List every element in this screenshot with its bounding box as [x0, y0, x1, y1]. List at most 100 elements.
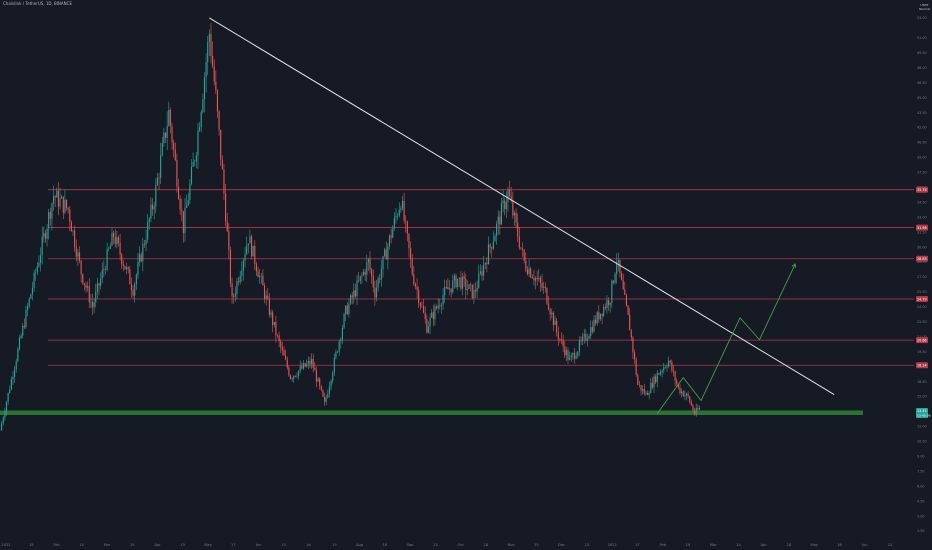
level-tag[interactable]: [916, 337, 928, 344]
level-tag[interactable]: [916, 255, 928, 262]
candle-body: [439, 305, 441, 307]
level-tag-label: 35.76: [917, 188, 927, 192]
candle-body: [672, 370, 675, 372]
level-tag[interactable]: [916, 362, 928, 369]
candle-body: [468, 284, 470, 289]
candle-body: [455, 275, 457, 288]
currency-code: USDT: [920, 3, 929, 7]
candle-body: [629, 314, 631, 331]
candle-body: [697, 408, 699, 410]
candle-body: [192, 162, 194, 167]
candle-body: [260, 275, 262, 277]
trendline-group[interactable]: [209, 17, 835, 395]
candle-body: [41, 236, 43, 256]
candle-body: [437, 305, 439, 309]
candle-body: [30, 294, 32, 299]
support-zone[interactable]: [0, 410, 863, 415]
candle-body: [197, 130, 199, 156]
candle-body: [95, 291, 97, 303]
candle-body: [614, 273, 616, 283]
x-tick-label: 19: [332, 543, 337, 547]
candle-body: [132, 289, 134, 296]
candle-body: [176, 160, 178, 187]
candle-body: [273, 321, 275, 325]
candle-body: [327, 393, 329, 398]
candle-body: [440, 304, 442, 307]
candle-body: [543, 286, 545, 288]
level-tag[interactable]: [916, 295, 928, 302]
candle-body: [606, 300, 608, 309]
candle-body: [642, 388, 644, 391]
x-tick-label: 15: [534, 543, 539, 547]
candle-body: [173, 142, 175, 150]
candle-body: [551, 312, 553, 315]
candle-body: [44, 233, 47, 239]
time-axis[interactable]: 2021 15 Feb 15 Mar 15 Apr 15 May 17 Jun 15 Jul 19 Aug 1…: [1, 543, 892, 547]
candle-body: [604, 306, 606, 309]
projection-group[interactable]: [656, 263, 796, 414]
candle-body: [457, 278, 459, 288]
candle-body: [372, 275, 374, 288]
candle-body: [445, 286, 447, 288]
candle-body: [450, 288, 452, 293]
candle-body: [637, 374, 639, 385]
candle-body: [85, 284, 87, 288]
candle-body: [189, 183, 191, 201]
candle-body: [398, 209, 400, 216]
candle-body: [335, 351, 337, 358]
candle-body: [512, 201, 514, 216]
x-tick-label: 16: [383, 543, 388, 547]
candle-body: [418, 290, 420, 304]
candle-body: [520, 247, 522, 249]
candle-body: [36, 266, 38, 273]
candle-body: [312, 359, 314, 369]
candle-body: [564, 346, 566, 356]
candle-body: [281, 347, 283, 351]
candle-body: [207, 42, 209, 63]
candle-body: [257, 271, 259, 278]
candle-body: [9, 389, 11, 393]
y-tick-label: 25.50: [917, 290, 927, 294]
candle-body: [427, 326, 430, 333]
x-tick-label: Apr: [154, 543, 161, 547]
x-tick-label: Feb: [53, 543, 60, 547]
current-price-tag[interactable]: [916, 407, 928, 418]
candle-body: [426, 319, 428, 333]
candle-body: [304, 363, 306, 367]
candle-body: [356, 280, 358, 297]
candle-body: [62, 196, 64, 213]
candle-body: [226, 221, 228, 232]
candle-body: [617, 259, 619, 263]
candle-body: [448, 288, 451, 290]
candle-body: [405, 220, 407, 222]
candle-body: [202, 99, 204, 113]
candle-body: [630, 330, 632, 338]
projection-path[interactable]: [656, 263, 796, 414]
candle-body: [643, 388, 645, 394]
candle-body: [124, 266, 126, 270]
candle-body: [130, 284, 133, 290]
level-tag[interactable]: [916, 186, 928, 193]
x-tick-label: 2022: [608, 543, 617, 547]
candle-body: [59, 198, 61, 207]
level-tag[interactable]: [916, 224, 928, 231]
candle-body: [685, 393, 688, 396]
candle-body: [291, 378, 293, 380]
candle-body: [259, 275, 261, 278]
candle-body: [349, 295, 352, 304]
x-tick-label: Feb: [659, 543, 666, 547]
descending-trendline[interactable]: [209, 17, 835, 395]
candle-body: [544, 286, 546, 289]
candle-body: [220, 129, 222, 160]
candle-body: [632, 337, 634, 353]
price-axis[interactable]: 53.00 51.00 49.50 48.00 46.50 45.00 43.50 42.00…: [916, 16, 931, 533]
candle-body: [111, 232, 113, 246]
candle-body: [64, 199, 66, 213]
candle-body: [213, 66, 215, 82]
currency-label[interactable]: USDT Normal: [919, 3, 930, 11]
x-tick-label: Aug: [356, 543, 363, 547]
candle-body: [403, 200, 405, 221]
candle-body: [554, 320, 556, 326]
x-tick-label: 15: [181, 543, 186, 547]
